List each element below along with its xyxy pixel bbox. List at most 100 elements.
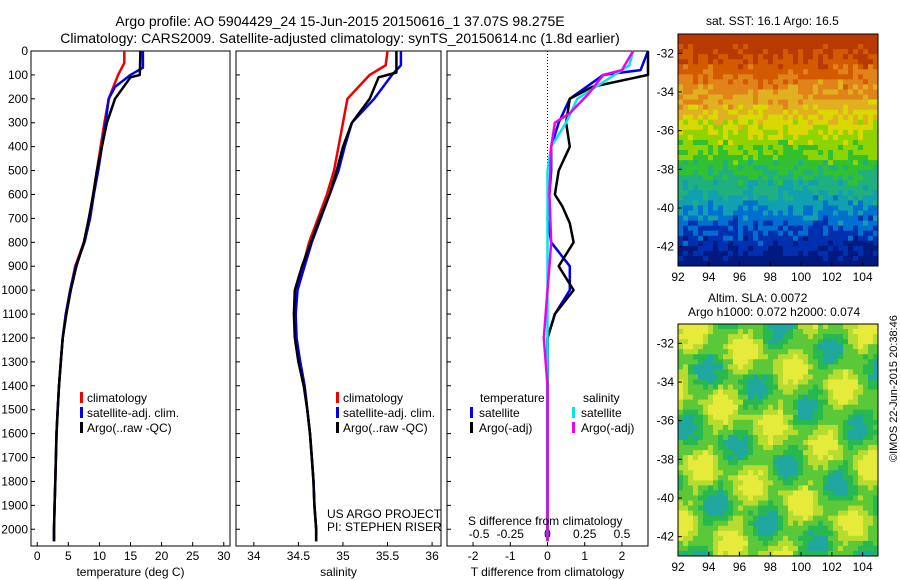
heatmap-cell (823, 445, 829, 451)
heatmap-cell (703, 329, 709, 335)
heatmap-cell (848, 404, 854, 411)
heatmap-cell (778, 359, 784, 365)
heatmap-cell (863, 44, 869, 50)
heatmap-cell (698, 424, 704, 431)
heatmap-cell (783, 354, 789, 360)
heatmap-cell (813, 74, 819, 80)
heatmap-cell (713, 119, 719, 126)
heatmap-cell (753, 39, 759, 45)
heatmap-cell (708, 545, 714, 552)
heatmap-cell (803, 409, 809, 416)
heatmap-cell (723, 470, 729, 476)
heatmap-cell (683, 389, 689, 396)
x-tick-label: 92 (671, 270, 685, 284)
heatmap-cell (793, 94, 799, 100)
heatmap-cell (743, 490, 749, 496)
heatmap-cell (678, 225, 684, 232)
heatmap-cell (838, 460, 844, 466)
heatmap-cell (793, 329, 799, 335)
heatmap-cell (778, 79, 784, 85)
heatmap-cell (778, 379, 784, 385)
heatmap-cell (718, 324, 724, 330)
heatmap-cell (693, 54, 699, 60)
heatmap-cell (788, 89, 794, 95)
heatmap-cell (783, 180, 789, 186)
heatmap-cell (768, 160, 774, 166)
heatmap-cell (723, 69, 729, 75)
legend-label: climatology (343, 391, 404, 405)
heatmap-cell (713, 530, 719, 537)
heatmap-cell (873, 49, 879, 55)
heatmap-cell (723, 440, 729, 446)
heatmap-cell (833, 525, 839, 532)
heatmap-cell (873, 155, 879, 161)
heatmap-cell (868, 104, 874, 111)
heatmap-cell (738, 114, 744, 121)
heatmap-cell (813, 485, 819, 491)
heatmap-cell (758, 500, 764, 506)
heatmap-cell (683, 525, 689, 532)
heatmap-cell (688, 139, 694, 146)
heatmap-cell (738, 505, 744, 512)
heatmap-cell (748, 470, 754, 476)
heatmap-cell (783, 64, 789, 70)
heatmap-cell (823, 155, 829, 161)
heatmap-cell (703, 404, 709, 411)
heatmap-cell (738, 515, 744, 522)
heatmap-cell (778, 389, 784, 396)
heatmap-cell (683, 404, 689, 411)
heatmap-cell (863, 545, 869, 552)
heatmap-cell (813, 414, 819, 421)
x-tick-label: 96 (733, 270, 747, 284)
heatmap-cell (808, 510, 814, 517)
heatmap-cell (743, 414, 749, 421)
heatmap-cell (873, 129, 879, 136)
heatmap-cell (813, 545, 819, 552)
heatmap-cell (703, 235, 709, 242)
heatmap-cell (698, 515, 704, 522)
heatmap-cell (828, 389, 834, 396)
heatmap-cell (723, 485, 729, 491)
heatmap-cell (828, 545, 834, 552)
heatmap-cell (813, 475, 819, 481)
heatmap-cell (748, 480, 754, 486)
heatmap-cell (698, 404, 704, 411)
heatmap-cell (833, 210, 839, 216)
heatmap-cell (748, 490, 754, 496)
heatmap-cell (818, 150, 824, 156)
heatmap-cell (783, 44, 789, 50)
heatmap-cell (868, 530, 874, 537)
heatmap-cell (743, 550, 749, 557)
heatmap-cell (768, 200, 774, 206)
heatmap-cell (688, 89, 694, 95)
heatmap-cell (708, 404, 714, 411)
heatmap-cell (858, 349, 864, 355)
heatmap-cell (678, 374, 684, 380)
heatmap-cell (698, 185, 704, 191)
heatmap-cell (803, 155, 809, 161)
heatmap-cell (763, 195, 769, 201)
heatmap-cell (748, 180, 754, 186)
heatmap-cell (853, 150, 859, 156)
heatmap-cell (768, 94, 774, 100)
heatmap-cell (703, 79, 709, 85)
heatmap-cell (838, 500, 844, 506)
heatmap-cell (793, 79, 799, 85)
heatmap-cell (723, 134, 729, 141)
heatmap-cell (793, 59, 799, 65)
heatmap-cell (713, 525, 719, 532)
heatmap-cell (723, 495, 729, 501)
heatmap-cell (813, 409, 819, 416)
heatmap-cell (803, 399, 809, 406)
heatmap-cell (703, 485, 709, 491)
heatmap-cell (768, 379, 774, 385)
heatmap-cell (743, 485, 749, 491)
heatmap-cell (858, 64, 864, 70)
heatmap-cell (818, 480, 824, 486)
heatmap-cell (768, 150, 774, 156)
heatmap-cell (823, 79, 829, 85)
heatmap-cell (858, 94, 864, 100)
heatmap-cell (828, 215, 834, 222)
heatmap-cell (738, 124, 744, 131)
heatmap-cell (678, 255, 684, 262)
